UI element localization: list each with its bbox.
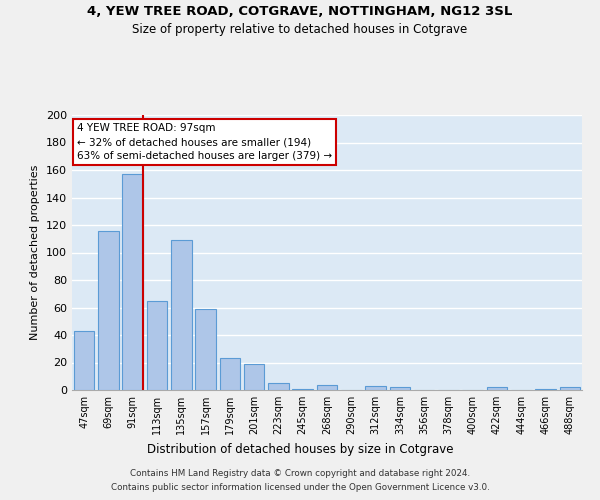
Bar [487,387,508,390]
Bar [74,331,94,390]
Bar [389,387,410,390]
Bar [244,364,265,390]
Text: 4, YEW TREE ROAD, COTGRAVE, NOTTINGHAM, NG12 3SL: 4, YEW TREE ROAD, COTGRAVE, NOTTINGHAM, … [88,5,512,18]
Text: 4 YEW TREE ROAD: 97sqm
← 32% of detached houses are smaller (194)
63% of semi-de: 4 YEW TREE ROAD: 97sqm ← 32% of detached… [77,123,332,161]
Bar [195,309,216,390]
Y-axis label: Number of detached properties: Number of detached properties [31,165,40,340]
Bar [146,300,167,390]
Text: Size of property relative to detached houses in Cotgrave: Size of property relative to detached ho… [133,22,467,36]
Bar [98,230,119,390]
Bar [292,388,313,390]
Bar [171,240,191,390]
Text: Distribution of detached houses by size in Cotgrave: Distribution of detached houses by size … [147,442,453,456]
Bar [268,383,289,390]
Bar [560,387,580,390]
Bar [365,386,386,390]
Bar [317,384,337,390]
Bar [220,358,240,390]
Bar [122,174,143,390]
Bar [535,388,556,390]
Text: Contains HM Land Registry data © Crown copyright and database right 2024.: Contains HM Land Registry data © Crown c… [130,468,470,477]
Text: Contains public sector information licensed under the Open Government Licence v3: Contains public sector information licen… [110,484,490,492]
